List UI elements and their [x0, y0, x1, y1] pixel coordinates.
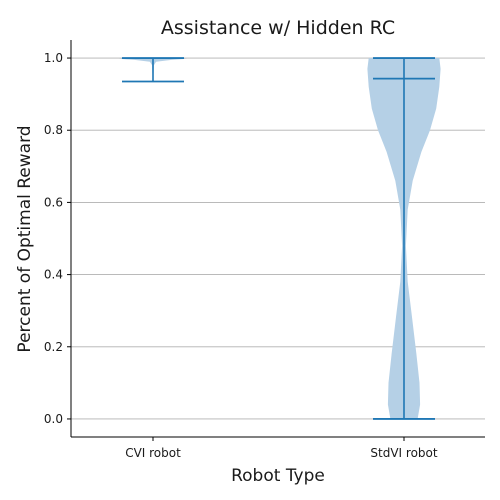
chart-title: Assistance w/ Hidden RC: [161, 17, 395, 39]
x-tick-label: StdVI robot: [370, 446, 437, 460]
y-tick-label: 0.6: [44, 195, 63, 209]
y-tick-label: 1.0: [44, 51, 63, 65]
y-axis-label: Percent of Optimal Reward: [15, 125, 35, 352]
x-axis-label: Robot Type: [231, 466, 325, 486]
y-tick-label: 0.8: [44, 123, 63, 137]
violins: [118, 57, 441, 420]
y-tick-label: 0.2: [44, 340, 63, 354]
x-tick-label: CVI robot: [125, 446, 181, 460]
y-tick-label: 0.0: [44, 412, 63, 426]
y-tick-label: 0.4: [44, 268, 63, 282]
axes: 0.0 0.2 0.4 0.6 0.8 1.0 CVI robot StdVI robot: [44, 40, 485, 460]
